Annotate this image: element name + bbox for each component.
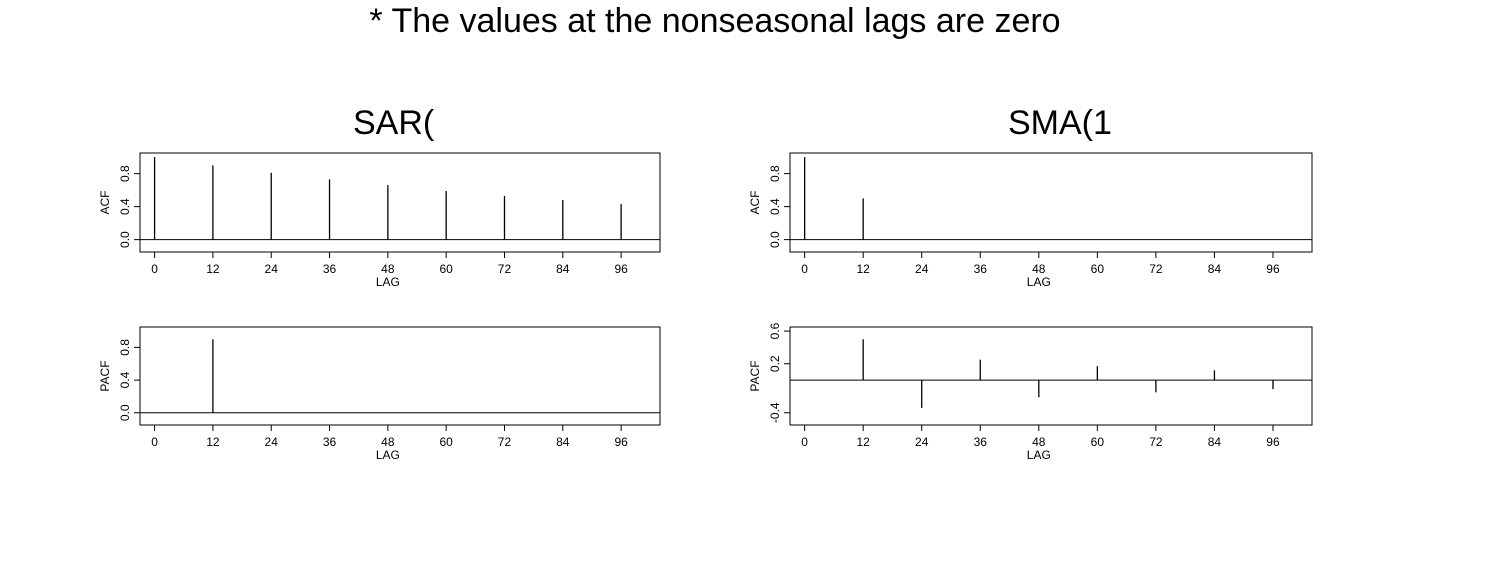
sar-pacf-y-tick-label: 0.4 — [118, 371, 132, 388]
sar-acf-x-tick-label: 48 — [381, 262, 395, 276]
sar-acf-x-tick-label: 84 — [556, 262, 570, 276]
figure-note: * The values at the nonseasonal lags are… — [369, 2, 1061, 40]
sar-acf-y-axis-label: ACF — [98, 191, 112, 215]
sma-pacf-x-tick-label: 96 — [1266, 435, 1280, 449]
sar-pacf-x-tick-label: 60 — [439, 435, 453, 449]
sar-acf-y-tick-label: 0.8 — [118, 165, 132, 182]
sar-pacf-x-tick-label: 12 — [206, 435, 220, 449]
sar-acf-x-tick-label: 0 — [151, 262, 158, 276]
sar-pacf-y-tick-label: 0.8 — [118, 339, 132, 356]
sar-acf-x-tick-label: 12 — [206, 262, 220, 276]
sma-pacf-plot-frame — [789, 326, 1313, 426]
sar-acf-y-tick-label: 0.0 — [118, 231, 132, 248]
sma-acf-y-tick-label: 0.0 — [768, 231, 782, 248]
sma-acf-x-tick-label: 96 — [1266, 262, 1280, 276]
sma-acf-y-axis-label: ACF — [748, 191, 762, 215]
sma-pacf-y-axis-label: PACF — [748, 360, 762, 391]
sma-pacf-y-tick-label: 0.2 — [768, 355, 782, 372]
sma-acf-x-tick-label: 0 — [801, 262, 808, 276]
sar-acf-plot-frame — [139, 152, 661, 253]
sma-acf-x-tick-label: 48 — [1032, 262, 1046, 276]
sar-acf-x-axis-label: LAG — [376, 275, 400, 289]
sar-pacf-x-axis-label: LAG — [376, 448, 400, 462]
sar-pacf-x-tick-label: 72 — [498, 435, 512, 449]
sma-acf-y-tick-label: 0.4 — [768, 198, 782, 215]
sma-pacf-x-tick-label: 36 — [974, 435, 988, 449]
sar-acf-y-tick-label: 0.4 — [118, 198, 132, 215]
sma-acf-x-axis-label: LAG — [1027, 275, 1051, 289]
sar-pacf-x-tick-label: 24 — [265, 435, 279, 449]
sma-acf-x-tick-label: 12 — [856, 262, 870, 276]
sma-pacf-x-tick-label: 48 — [1032, 435, 1046, 449]
sma-pacf-x-tick-label: 72 — [1149, 435, 1163, 449]
sar-pacf-x-tick-label: 96 — [614, 435, 628, 449]
sma-acf-x-tick-label: 36 — [974, 262, 988, 276]
sar-acf-x-tick-label: 96 — [614, 262, 628, 276]
sma-acf-y-tick-label: 0.8 — [768, 165, 782, 182]
sma-pacf-x-tick-label: 12 — [856, 435, 870, 449]
sar-acf-x-tick-label: 36 — [323, 262, 337, 276]
sar-pacf-x-tick-label: 84 — [556, 435, 570, 449]
sma-pacf-x-tick-label: 60 — [1091, 435, 1105, 449]
sma-acf-x-tick-label: 24 — [915, 262, 929, 276]
sma-pacf-x-tick-label: 24 — [915, 435, 929, 449]
sma-acf-plot-frame — [789, 152, 1313, 253]
sma-pacf-x-axis-label: LAG — [1027, 448, 1051, 462]
sar-acf-x-tick-label: 60 — [439, 262, 453, 276]
sar-pacf-x-tick-label: 36 — [323, 435, 337, 449]
sar-pacf-x-tick-label: 0 — [151, 435, 158, 449]
sma-acf-x-tick-label: 72 — [1149, 262, 1163, 276]
sma-pacf-y-tick-label: 0.6 — [768, 322, 782, 339]
sma-acf-x-tick-label: 84 — [1208, 262, 1222, 276]
sma-pacf-x-tick-label: 84 — [1208, 435, 1222, 449]
sar-pacf-plot-frame — [139, 326, 661, 426]
sar-acf-x-tick-label: 24 — [265, 262, 279, 276]
sar-acf-x-tick-label: 72 — [498, 262, 512, 276]
sma-pacf-y-tick-label: -0.4 — [768, 402, 782, 423]
sma-pacf-x-tick-label: 0 — [801, 435, 808, 449]
sar-pacf-y-tick-label: 0.0 — [118, 404, 132, 421]
panel-title-sma: SMA(1 — [1008, 104, 1112, 142]
sma-acf-x-tick-label: 60 — [1091, 262, 1105, 276]
sar-pacf-x-tick-label: 48 — [381, 435, 395, 449]
sar-pacf-y-axis-label: PACF — [98, 360, 112, 391]
panel-title-sar: SAR( — [353, 104, 435, 142]
